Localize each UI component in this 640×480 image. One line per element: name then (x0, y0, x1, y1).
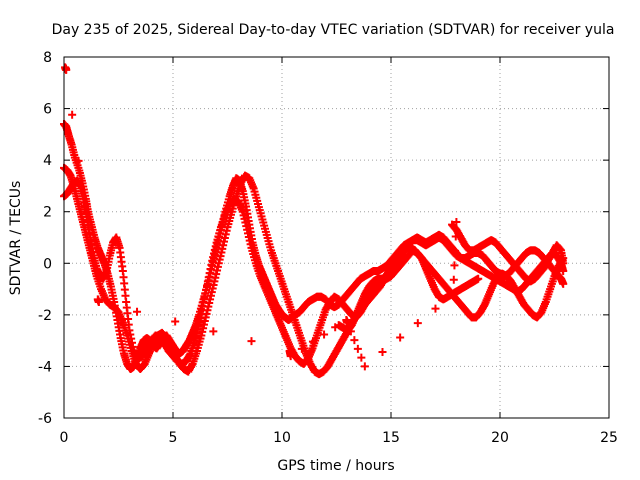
data-point (559, 267, 568, 276)
data-point (61, 64, 70, 73)
x-axis-title: GPS time / hours (277, 458, 394, 474)
data-point (449, 290, 458, 299)
data-points (60, 63, 568, 379)
data-point (451, 246, 460, 255)
data-point (320, 330, 329, 339)
data-point (452, 218, 461, 227)
y-tick-label: 6 (43, 102, 52, 118)
y-tick-label: 8 (43, 50, 52, 66)
data-point (378, 347, 387, 356)
data-point (297, 344, 306, 353)
data-point (80, 203, 89, 212)
y-tick-label: -6 (38, 411, 52, 427)
data-point (94, 297, 103, 306)
data-point (343, 318, 352, 327)
data-point (68, 110, 77, 119)
data-point (74, 156, 83, 165)
data-point (474, 274, 483, 283)
data-point (87, 249, 96, 258)
data-point (413, 319, 422, 328)
data-point (353, 344, 362, 353)
y-tick-label: 4 (43, 153, 52, 169)
x-tick-label: 10 (273, 430, 291, 446)
grid (64, 57, 609, 418)
x-tick-label: 5 (169, 430, 178, 446)
series-outliers (61, 63, 461, 371)
data-point (247, 337, 256, 346)
x-tick-label: 15 (382, 430, 400, 446)
chart-title: Day 235 of 2025, Sidereal Day-to-day VTE… (52, 22, 615, 38)
y-tick-label: -2 (38, 308, 52, 324)
y-tick-label: -4 (38, 359, 52, 375)
series-track-5 (448, 220, 568, 286)
data-point (396, 333, 405, 342)
data-point (346, 327, 355, 336)
x-tick-label: 0 (60, 430, 69, 446)
x-tick-label: 20 (491, 430, 509, 446)
y-tick-label: 2 (43, 205, 52, 221)
data-point (431, 304, 440, 313)
data-point (450, 261, 459, 270)
data-point (559, 259, 568, 268)
data-point (350, 336, 359, 345)
series-track-2 (60, 176, 483, 368)
data-point (451, 232, 460, 241)
y-tick-labels: -6 -4 -2 0 2 4 6 8 (38, 50, 52, 427)
x-tick-label: 25 (600, 430, 618, 446)
plot-frame (63, 56, 610, 419)
y-axis-title: SDTVAR / TECUs (8, 181, 24, 296)
data-point (209, 327, 218, 336)
data-point (360, 362, 369, 371)
data-point (449, 275, 458, 284)
y-tick-label: 0 (43, 256, 52, 272)
data-point (308, 337, 317, 346)
data-point (286, 352, 295, 361)
data-point (331, 323, 340, 332)
data-point (171, 317, 180, 326)
x-tick-labels: 0 5 10 15 20 25 (60, 430, 618, 446)
data-point (559, 279, 568, 288)
data-point (357, 353, 366, 362)
data-point (133, 307, 142, 316)
